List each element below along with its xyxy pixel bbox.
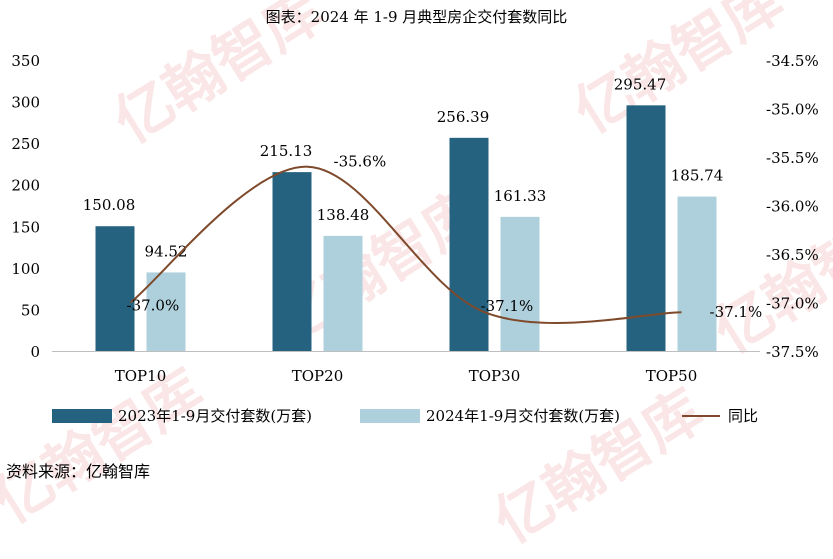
yoy-label: -37.1% — [710, 303, 763, 321]
data-label-2023: 256.39 — [437, 108, 490, 126]
x-tick-label: TOP10 — [115, 367, 166, 385]
bar-2023 — [95, 226, 135, 351]
bar-2023 — [449, 137, 489, 351]
y-right-tick-label: -35.5% — [766, 149, 819, 167]
y-right-tick-label: -37.0% — [766, 295, 819, 313]
y-left-tick-label: 0 — [30, 343, 40, 361]
legend-label-yoy: 同比 — [728, 407, 759, 425]
bar-2024 — [500, 216, 540, 351]
source-note: 资料来源：亿翰智库 — [6, 462, 151, 481]
y-right-tick-label: -34.5% — [766, 52, 819, 70]
bar-2023 — [626, 105, 666, 351]
yoy-line — [129, 165, 682, 324]
legend-swatch-yoy — [682, 414, 720, 417]
data-label-2024: 138.48 — [317, 206, 370, 224]
data-label-2024: 185.74 — [671, 167, 724, 185]
yoy-label: -35.6% — [334, 153, 387, 171]
y-right-tick-label: -35.0% — [766, 101, 819, 119]
chart-title: 图表：2024 年 1-9 月典型房企交付套数同比 — [265, 8, 568, 26]
y-left-tick-label: 300 — [11, 94, 40, 112]
data-label-2023: 215.13 — [260, 142, 313, 160]
y-left-tick-label: 200 — [11, 177, 40, 195]
x-tick-label: TOP30 — [469, 367, 520, 385]
legend-label-2024: 2024年1-9月交付套数(万套) — [426, 407, 621, 425]
legend-swatch-2024 — [360, 408, 420, 423]
bar-2024 — [677, 196, 717, 351]
legend-item-2024: 2024年1-9月交付套数(万套) — [360, 405, 620, 426]
legend-label-2023: 2023年1-9月交付套数(万套) — [118, 407, 313, 425]
data-label-2023: 150.08 — [83, 196, 136, 214]
y-left-tick-label: 250 — [11, 135, 40, 153]
y-left-tick-label: 350 — [11, 52, 40, 70]
y-left-tick-label: 100 — [11, 260, 40, 278]
legend: 2023年1-9月交付套数(万套) 2024年1-9月交付套数(万套) 同比 — [0, 405, 833, 429]
y-left-tick-label: 150 — [11, 218, 40, 236]
legend-item-yoy: 同比 — [682, 405, 758, 426]
y-right-tick-label: -36.5% — [766, 246, 819, 264]
data-label-2023: 295.47 — [614, 75, 667, 93]
data-label-2024: 161.33 — [494, 187, 547, 205]
yoy-label: -37.1% — [481, 297, 534, 315]
yoy-label: -37.0% — [127, 297, 180, 315]
bar-2023 — [272, 172, 312, 351]
legend-swatch-2023 — [52, 408, 112, 423]
legend-item-2023: 2023年1-9月交付套数(万套) — [52, 405, 312, 426]
y-left-tick-label: 50 — [21, 301, 40, 319]
y-right-tick-label: -36.0% — [766, 198, 819, 216]
y-right-tick-label: -37.5% — [766, 343, 819, 361]
bar-2024 — [146, 272, 186, 351]
x-tick-label: TOP50 — [646, 367, 697, 385]
x-tick-label: TOP20 — [292, 367, 343, 385]
bar-2024 — [323, 235, 363, 351]
chart: 0 50 100 150 200 250 300 350 -34.5% -35.0% -35.5% -… — [11, 52, 819, 385]
